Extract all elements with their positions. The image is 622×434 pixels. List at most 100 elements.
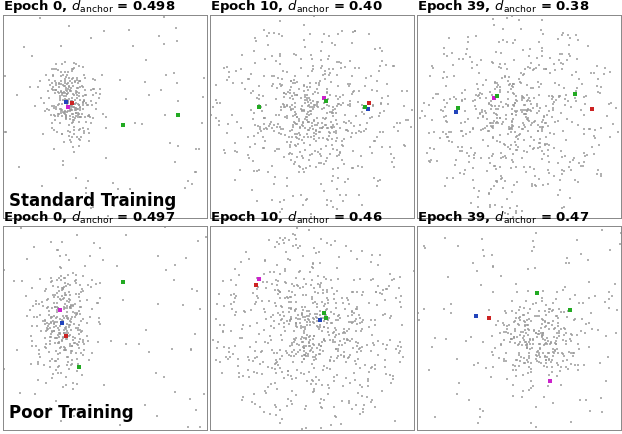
Point bbox=[581, 92, 591, 99]
Point bbox=[442, 74, 452, 81]
Point bbox=[215, 322, 225, 329]
Point bbox=[51, 323, 61, 330]
Point bbox=[516, 332, 526, 339]
Point bbox=[66, 85, 76, 92]
Point bbox=[516, 329, 526, 336]
Point bbox=[540, 341, 550, 348]
Point bbox=[86, 98, 96, 105]
Point bbox=[348, 147, 358, 154]
Point bbox=[539, 113, 549, 120]
Point bbox=[251, 274, 261, 281]
Point bbox=[534, 349, 544, 356]
Point bbox=[572, 85, 582, 92]
Point bbox=[226, 292, 236, 299]
Point bbox=[370, 365, 380, 372]
Point bbox=[350, 65, 360, 72]
Point bbox=[442, 118, 452, 125]
Point bbox=[544, 305, 554, 312]
Point bbox=[305, 336, 315, 343]
Point bbox=[95, 90, 105, 97]
Point bbox=[73, 294, 83, 301]
Point bbox=[475, 111, 485, 118]
Point bbox=[460, 119, 470, 126]
Point bbox=[354, 191, 364, 198]
Point bbox=[368, 340, 378, 347]
Point bbox=[392, 119, 402, 126]
Point bbox=[496, 154, 506, 161]
Point bbox=[485, 89, 495, 95]
Point bbox=[307, 293, 317, 300]
Point bbox=[329, 358, 339, 365]
Point bbox=[328, 113, 338, 120]
Point bbox=[528, 85, 538, 92]
Point bbox=[518, 372, 528, 378]
Point bbox=[604, 101, 614, 108]
Point bbox=[304, 339, 314, 346]
Point bbox=[534, 92, 544, 99]
Point bbox=[529, 165, 539, 172]
Point bbox=[501, 350, 511, 357]
Point bbox=[522, 115, 532, 122]
Point bbox=[300, 324, 310, 331]
Point bbox=[336, 101, 346, 108]
Point bbox=[170, 24, 180, 31]
Point bbox=[277, 76, 287, 83]
Point bbox=[252, 353, 262, 360]
Point bbox=[172, 97, 182, 104]
Point bbox=[287, 342, 297, 349]
Point bbox=[585, 126, 595, 133]
Point bbox=[327, 39, 337, 46]
Point bbox=[40, 317, 50, 324]
Point bbox=[457, 89, 467, 96]
Point bbox=[389, 164, 399, 171]
Point bbox=[322, 197, 332, 204]
Point bbox=[265, 411, 275, 418]
Point bbox=[59, 284, 69, 291]
Point bbox=[351, 338, 361, 345]
Point bbox=[262, 33, 272, 39]
Point bbox=[514, 363, 524, 370]
Point bbox=[593, 88, 603, 95]
Point bbox=[60, 291, 70, 298]
Point bbox=[50, 303, 60, 310]
Point bbox=[519, 312, 529, 319]
Point bbox=[250, 354, 260, 361]
Point bbox=[285, 149, 295, 156]
Point bbox=[62, 309, 72, 316]
Point bbox=[587, 144, 597, 151]
Point bbox=[62, 103, 72, 110]
Point bbox=[488, 134, 498, 141]
Point bbox=[377, 388, 387, 395]
Point bbox=[43, 323, 53, 330]
Point bbox=[292, 114, 302, 121]
Point bbox=[554, 306, 564, 312]
Point bbox=[381, 286, 391, 293]
Point bbox=[496, 341, 506, 348]
Point bbox=[351, 401, 361, 408]
Point bbox=[312, 99, 322, 106]
Point bbox=[363, 382, 373, 389]
Point bbox=[22, 256, 32, 263]
Point bbox=[378, 312, 388, 319]
Point bbox=[75, 339, 85, 345]
Point bbox=[580, 361, 590, 368]
Point bbox=[545, 55, 555, 62]
Point bbox=[73, 112, 83, 119]
Point bbox=[291, 236, 301, 243]
Point bbox=[548, 299, 558, 306]
Point bbox=[511, 373, 521, 380]
Point bbox=[53, 350, 63, 357]
Point bbox=[348, 165, 358, 172]
Point bbox=[244, 144, 254, 151]
Point bbox=[70, 104, 80, 111]
Point bbox=[286, 157, 296, 164]
Point bbox=[77, 371, 87, 378]
Point bbox=[316, 425, 326, 432]
Point bbox=[64, 321, 74, 328]
Point bbox=[60, 109, 70, 116]
Point bbox=[276, 406, 285, 413]
Point bbox=[569, 157, 578, 164]
Point bbox=[269, 349, 279, 356]
Point bbox=[355, 364, 365, 371]
Point bbox=[65, 318, 75, 325]
